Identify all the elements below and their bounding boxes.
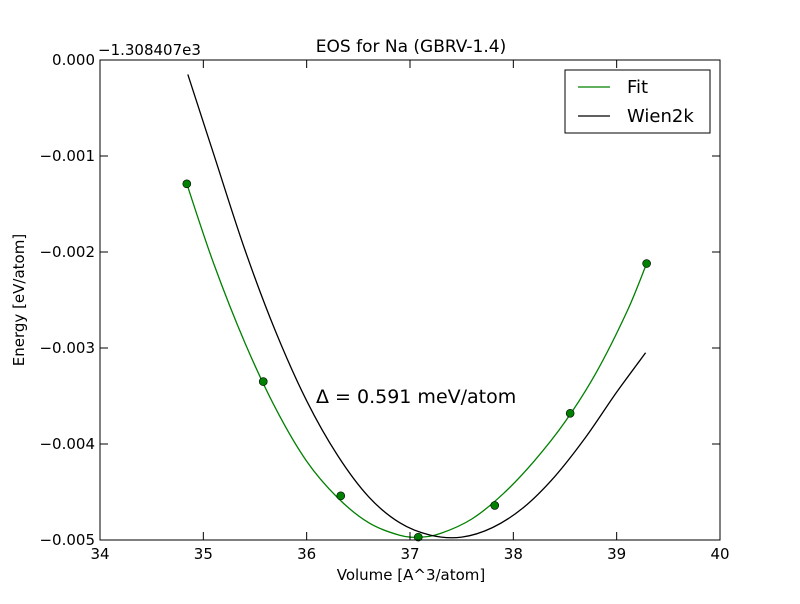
- y-tick-label: −0.005: [39, 531, 95, 549]
- x-tick-label: 37: [400, 545, 419, 563]
- x-tick-label: 34: [90, 545, 109, 563]
- legend-box: [564, 69, 711, 134]
- x-axis-ticks: 34 35 36 37 38 39 40: [90, 60, 730, 563]
- data-point: [182, 179, 192, 189]
- chart-title: EOS for Na (GBRV-1.4): [316, 37, 506, 57]
- x-tick-label: 40: [710, 545, 729, 563]
- data-point: [565, 408, 575, 418]
- plot-area: [99, 59, 721, 542]
- data-point: [258, 377, 268, 386]
- x-axis-label: Volume [A^3/atom]: [337, 566, 486, 584]
- data-point: [490, 501, 500, 510]
- y-offset-label: −1.308407e3: [98, 41, 201, 59]
- y-tick-label: −0.002: [39, 243, 95, 261]
- legend-wien2k-label: Wien2k: [627, 106, 694, 127]
- x-tick-label: 39: [607, 545, 626, 563]
- legend-fit-label: Fit: [627, 77, 648, 98]
- y-tick-label: −0.001: [39, 147, 95, 165]
- y-axis-ticks: 0.000 −0.001 −0.002 −0.003 −0.004 −0.005: [39, 51, 720, 549]
- data-point: [336, 491, 346, 501]
- series-line-wien2k: [187, 74, 647, 539]
- legend: Fit Wien2k: [564, 69, 711, 134]
- x-tick-label: 36: [297, 545, 316, 563]
- data-point: [642, 259, 651, 268]
- delta-annotation: Δ = 0.591 meV/atom: [316, 386, 516, 408]
- y-tick-label: 0.000: [52, 51, 95, 69]
- x-tick-label: 35: [194, 545, 213, 563]
- x-tick-label: 38: [504, 545, 523, 563]
- y-tick-label: −0.004: [39, 435, 95, 453]
- y-tick-label: −0.003: [39, 339, 95, 357]
- y-axis-label: Energy [eV/atom]: [10, 234, 28, 366]
- data-point: [413, 532, 423, 542]
